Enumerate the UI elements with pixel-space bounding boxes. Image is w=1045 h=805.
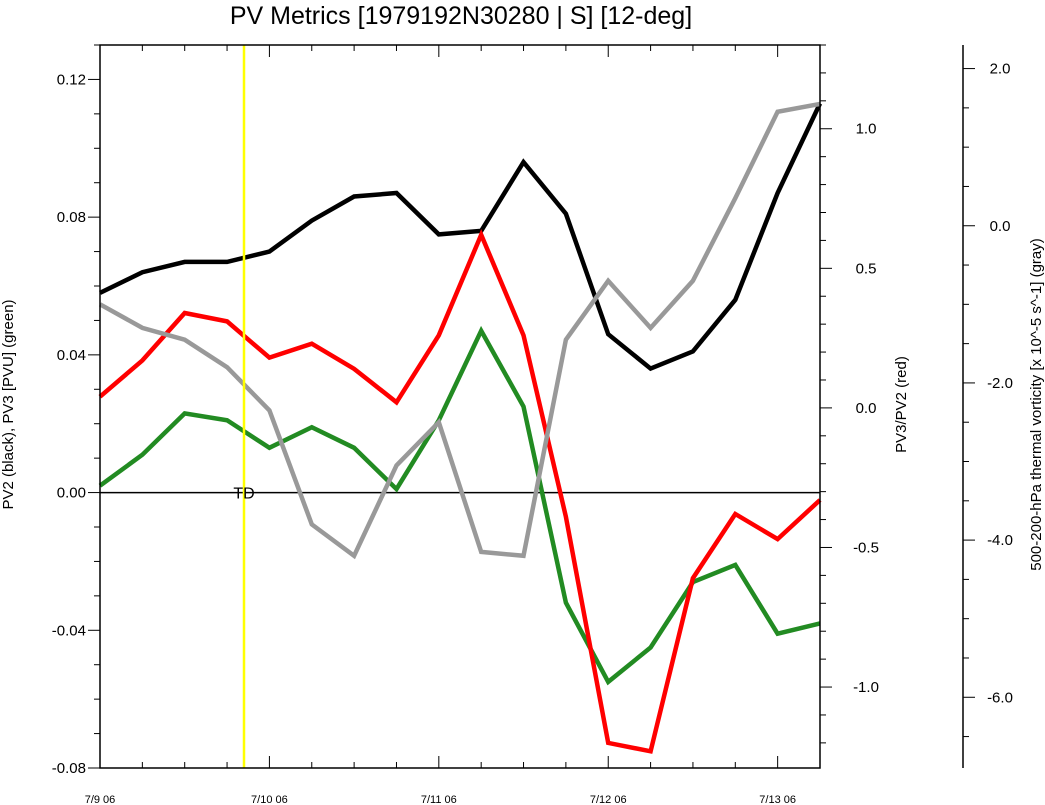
- right-tick-label: 0.0: [856, 400, 877, 417]
- far-right-tick-label: 2.0: [990, 61, 1011, 78]
- series-line-pv3-pv2: [98, 229, 822, 754]
- plot-frame: [99, 44, 964, 769]
- chart-title: PV Metrics [1979192N30280 | S] [12-deg]: [230, 2, 692, 30]
- left-tick-label: 0.00: [57, 485, 86, 502]
- far-right-axis-title: 500-200-hPa thermal vorticity [x 10^-5 s…: [1028, 238, 1045, 571]
- left-tick-label: 0.08: [57, 209, 86, 226]
- left-tick-label: 0.12: [57, 71, 86, 88]
- far-right-tick-label: 0.0: [990, 218, 1011, 235]
- series-lines: [98, 45, 823, 768]
- right-axis-title: PV3/PV2 (red): [893, 356, 910, 453]
- td-marker-label: TD: [233, 486, 254, 503]
- series-line-pv3: [98, 325, 821, 686]
- series-line-thermal-vorticity: [98, 101, 821, 560]
- far-right-tick-label: -2.0: [987, 375, 1013, 392]
- left-axis-title: PV2 (black), PV3 [PVU] (green): [0, 299, 17, 509]
- far-right-tick-label: -4.0: [987, 532, 1013, 549]
- left-tick-label: -0.08: [52, 760, 86, 777]
- x-tick-label: 7/9 06: [85, 794, 116, 805]
- x-tick-label: 7/13 06: [759, 794, 796, 805]
- right-tick-label: 0.5: [856, 260, 877, 277]
- axis-ticks: 7/9 06 7/10 06 7/11 06 7/12 06 7/13 06 0.12 0.…: [52, 44, 1013, 805]
- x-tick-label: 7/11 06: [421, 794, 457, 805]
- right-tick-label: -0.5: [853, 539, 879, 556]
- far-right-tick-label: -6.0: [987, 689, 1013, 706]
- plot-border: [99, 44, 821, 769]
- x-tick-label: 7/12 06: [590, 794, 627, 805]
- series-line-pv2: [99, 102, 823, 372]
- right-tick-label: 1.0: [856, 121, 877, 138]
- left-tick-label: -0.04: [52, 622, 86, 639]
- left-tick-label: 0.04: [57, 347, 86, 364]
- x-tick-label: 7/10 06: [251, 794, 288, 805]
- right-tick-label: -1.0: [853, 679, 879, 696]
